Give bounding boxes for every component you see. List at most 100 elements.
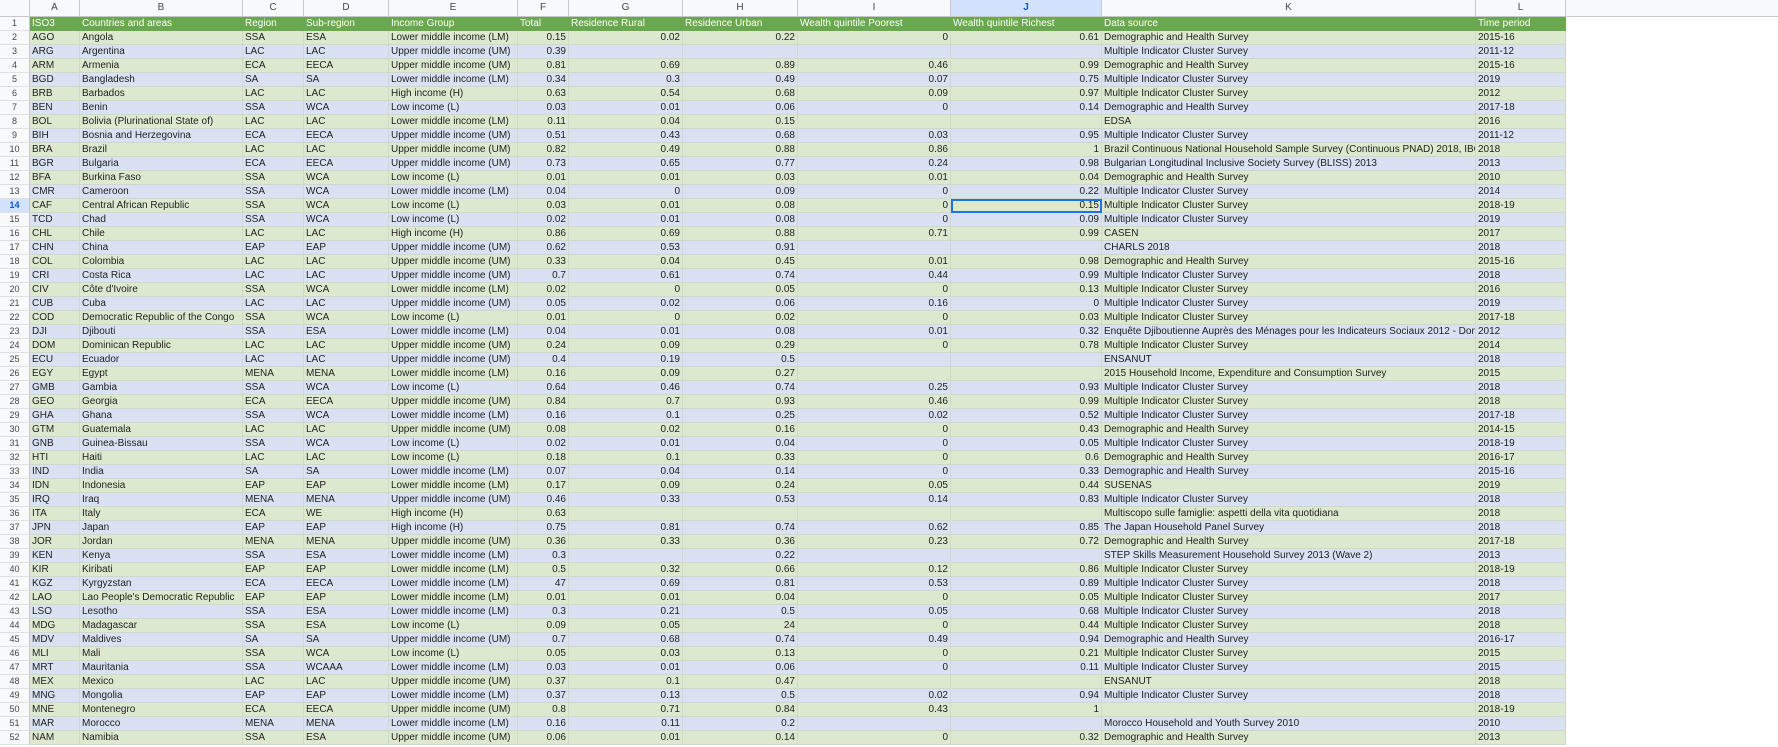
table-cell[interactable]: Ghana — [80, 409, 243, 423]
table-cell[interactable]: 0.25 — [683, 409, 798, 423]
table-cell[interactable]: Upper middle income (UM) — [389, 59, 518, 73]
table-cell[interactable]: 0.86 — [951, 563, 1102, 577]
table-cell[interactable]: 0.05 — [798, 605, 951, 619]
table-cell[interactable]: Upper middle income (UM) — [389, 493, 518, 507]
column-header-l[interactable]: L — [1476, 0, 1566, 16]
table-cell[interactable]: BIH — [30, 129, 80, 143]
table-cell[interactable]: CASEN — [1102, 227, 1476, 241]
table-cell[interactable]: 0.69 — [569, 577, 683, 591]
table-cell[interactable]: 0.89 — [951, 577, 1102, 591]
column-header-i[interactable]: I — [798, 0, 951, 16]
table-cell[interactable]: Demographic and Health Survey — [1102, 423, 1476, 437]
table-cell[interactable]: 2014-15 — [1476, 423, 1566, 437]
table-cell[interactable]: India — [80, 465, 243, 479]
row-number[interactable]: 6 — [0, 87, 30, 101]
table-cell[interactable]: Maldives — [80, 633, 243, 647]
table-cell[interactable]: 0.05 — [518, 647, 569, 661]
table-cell[interactable]: Demographic and Health Survey — [1102, 59, 1476, 73]
table-cell[interactable]: 2017-18 — [1476, 311, 1566, 325]
table-cell[interactable]: 2011-12 — [1476, 129, 1566, 143]
table-cell[interactable]: 0.29 — [683, 339, 798, 353]
table-cell[interactable]: Multiple Indicator Cluster Survey — [1102, 45, 1476, 59]
table-cell[interactable]: 2018 — [1476, 507, 1566, 521]
table-cell[interactable]: 0 — [798, 437, 951, 451]
table-cell[interactable]: EAP — [304, 521, 389, 535]
table-cell[interactable]: Multiple Indicator Cluster Survey — [1102, 129, 1476, 143]
table-cell[interactable]: Enquête Djiboutienne Auprès des Ménages … — [1102, 325, 1476, 339]
table-cell[interactable]: BOL — [30, 115, 80, 129]
table-cell[interactable]: WCA — [304, 381, 389, 395]
table-cell[interactable]: 0 — [798, 283, 951, 297]
table-cell[interactable]: LSO — [30, 605, 80, 619]
row-number[interactable]: 9 — [0, 129, 30, 143]
table-cell[interactable]: 0.94 — [951, 689, 1102, 703]
table-cell[interactable]: LAC — [304, 45, 389, 59]
table-cell[interactable]: GMB — [30, 381, 80, 395]
row-number[interactable]: 22 — [0, 311, 30, 325]
table-cell[interactable]: 2015 — [1476, 367, 1566, 381]
table-cell[interactable]: EGY — [30, 367, 80, 381]
table-cell[interactable]: 2018 — [1476, 241, 1566, 255]
table-cell[interactable]: 2015 — [1476, 647, 1566, 661]
table-cell[interactable]: ESA — [304, 31, 389, 45]
table-cell[interactable]: 0.1 — [569, 451, 683, 465]
column-header-f[interactable]: F — [518, 0, 569, 16]
table-cell[interactable]: 0.94 — [951, 633, 1102, 647]
table-cell[interactable]: Kenya — [80, 549, 243, 563]
table-cell[interactable]: 0.68 — [683, 129, 798, 143]
header-cell[interactable]: Wealth quintile Poorest — [798, 17, 951, 31]
table-cell[interactable]: MRT — [30, 661, 80, 675]
table-cell[interactable]: Central African Republic — [80, 199, 243, 213]
table-cell[interactable]: LAC — [304, 115, 389, 129]
table-cell[interactable]: Lower middle income (LM) — [389, 605, 518, 619]
table-cell[interactable]: 2017-18 — [1476, 409, 1566, 423]
table-cell[interactable]: SSA — [243, 101, 304, 115]
table-cell[interactable]: Multiple Indicator Cluster Survey — [1102, 283, 1476, 297]
table-cell[interactable]: CHARLS 2018 — [1102, 241, 1476, 255]
table-cell[interactable]: 0.03 — [951, 311, 1102, 325]
table-cell[interactable]: 0.11 — [951, 661, 1102, 675]
table-cell[interactable]: 0.73 — [518, 157, 569, 171]
table-cell[interactable]: Argentina — [80, 45, 243, 59]
table-cell[interactable]: 0.14 — [683, 465, 798, 479]
table-cell[interactable]: LAC — [243, 353, 304, 367]
row-number[interactable]: 23 — [0, 325, 30, 339]
table-cell[interactable]: 0.09 — [569, 367, 683, 381]
table-cell[interactable]: Lower middle income (LM) — [389, 31, 518, 45]
table-cell[interactable]: Georgia — [80, 395, 243, 409]
table-cell[interactable]: 2018-19 — [1476, 563, 1566, 577]
table-cell[interactable]: 0.04 — [518, 325, 569, 339]
table-cell[interactable]: 0.05 — [951, 437, 1102, 451]
table-cell[interactable]: Lower middle income (LM) — [389, 577, 518, 591]
table-cell[interactable] — [798, 241, 951, 255]
table-cell[interactable]: 0.01 — [569, 325, 683, 339]
table-cell[interactable]: EECA — [304, 59, 389, 73]
row-number[interactable]: 46 — [0, 647, 30, 661]
header-cell[interactable]: Sub-region — [304, 17, 389, 31]
table-cell[interactable] — [798, 675, 951, 689]
table-cell[interactable]: BEN — [30, 101, 80, 115]
table-cell[interactable]: 0.22 — [683, 549, 798, 563]
table-cell[interactable] — [798, 115, 951, 129]
table-cell[interactable]: Cuba — [80, 297, 243, 311]
table-cell[interactable]: LAC — [304, 255, 389, 269]
column-header-k[interactable]: K — [1102, 0, 1476, 16]
table-cell[interactable]: 0.06 — [683, 661, 798, 675]
table-cell[interactable]: Low income (L) — [389, 381, 518, 395]
table-cell[interactable]: 0.33 — [683, 451, 798, 465]
table-cell[interactable]: 0.65 — [569, 157, 683, 171]
table-cell[interactable]: Lower middle income (LM) — [389, 73, 518, 87]
table-cell[interactable]: 0.02 — [798, 689, 951, 703]
table-cell[interactable]: 0.46 — [798, 395, 951, 409]
table-cell[interactable] — [1102, 703, 1476, 717]
table-cell[interactable]: LAC — [243, 45, 304, 59]
table-cell[interactable]: 2016-17 — [1476, 451, 1566, 465]
table-cell[interactable]: 0.95 — [951, 129, 1102, 143]
table-cell[interactable]: MENA — [304, 717, 389, 731]
table-cell[interactable]: IND — [30, 465, 80, 479]
table-cell[interactable]: Upper middle income (UM) — [389, 353, 518, 367]
header-cell[interactable]: Region — [243, 17, 304, 31]
table-cell[interactable]: ESA — [304, 619, 389, 633]
table-cell[interactable]: 2013 — [1476, 549, 1566, 563]
table-cell[interactable]: 0.24 — [798, 157, 951, 171]
